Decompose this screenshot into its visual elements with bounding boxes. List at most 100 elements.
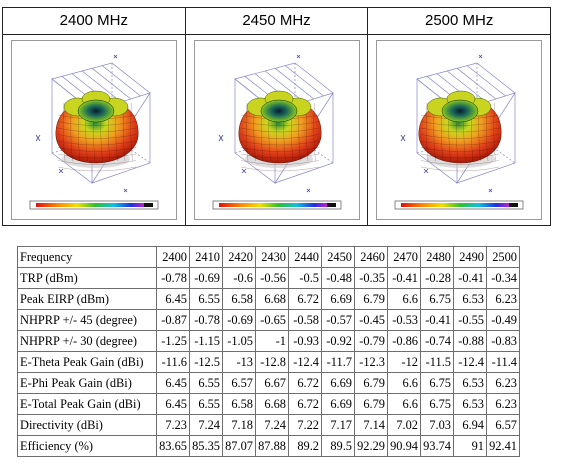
radiation-pattern-panel: 2400 MHz 2450 MHz 2500 MHz bbox=[2, 7, 551, 226]
frequency-header-cell: 2410 bbox=[189, 246, 223, 268]
value-cell: -12.3 bbox=[354, 351, 388, 373]
table-row: Directivity (dBi) 7.23 7.24 7.18 7.24 7.22 7.1… bbox=[17, 414, 520, 436]
value-cell: -0.78 bbox=[156, 267, 190, 289]
value-cell: 6.68 bbox=[255, 288, 289, 310]
frequency-header-cell: 2400 bbox=[156, 246, 190, 268]
value-cell: 89.5 bbox=[321, 435, 355, 457]
value-cell: 6.72 bbox=[288, 288, 322, 310]
value-cell: 87.88 bbox=[255, 435, 289, 457]
value-cell: 6.67 bbox=[255, 372, 289, 394]
value-cell: -12.8 bbox=[255, 351, 289, 373]
pattern-frequency-header: 2500 MHz bbox=[368, 8, 551, 35]
value-cell: 7.02 bbox=[387, 414, 421, 436]
value-cell: 6.69 bbox=[321, 288, 355, 310]
value-cell: -0.69 bbox=[189, 267, 223, 289]
frequency-header-cell: 2500 bbox=[486, 246, 520, 268]
value-cell: 6.72 bbox=[288, 393, 322, 415]
value-cell: -0.48 bbox=[321, 267, 355, 289]
value-cell: 7.22 bbox=[288, 414, 322, 436]
value-cell: 92.41 bbox=[486, 435, 520, 457]
value-cell: 6.53 bbox=[453, 372, 487, 394]
table-row: E-Total Peak Gain (dBi) 6.45 6.55 6.58 6.68 6… bbox=[17, 393, 520, 415]
value-cell: 6.75 bbox=[420, 288, 454, 310]
value-cell: 7.03 bbox=[420, 414, 454, 436]
measurement-table-container: Frequency 2400 2410 2420 2430 2440 2450 2460 247… bbox=[17, 246, 520, 457]
frequency-header-cell: 2490 bbox=[453, 246, 487, 268]
value-cell: 7.17 bbox=[321, 414, 355, 436]
value-cell: -0.35 bbox=[354, 267, 388, 289]
frequency-header-cell: 2470 bbox=[387, 246, 421, 268]
value-cell: 6.58 bbox=[222, 393, 256, 415]
row-label: Directivity (dBi) bbox=[17, 414, 157, 436]
value-cell: 89.2 bbox=[288, 435, 322, 457]
value-cell: -0.57 bbox=[321, 309, 355, 331]
value-cell: 7.24 bbox=[255, 414, 289, 436]
value-cell: -0.34 bbox=[486, 267, 520, 289]
value-cell: 6.69 bbox=[321, 372, 355, 394]
row-label: TRP (dBm) bbox=[17, 267, 157, 289]
value-cell: 6.94 bbox=[453, 414, 487, 436]
value-cell: 6.75 bbox=[420, 393, 454, 415]
row-label: E-Total Peak Gain (dBi) bbox=[17, 393, 157, 415]
row-label: NHPRP +/- 45 (degree) bbox=[17, 309, 157, 331]
row-label: Peak EIRP (dBm) bbox=[17, 288, 157, 310]
value-cell: -0.41 bbox=[453, 267, 487, 289]
radiation-pattern-plot bbox=[376, 40, 543, 220]
value-cell: -0.92 bbox=[321, 330, 355, 352]
table-row: E-Theta Peak Gain (dBi) -11.6 -12.5 -13 -12.… bbox=[17, 351, 520, 373]
value-cell: 6.53 bbox=[453, 288, 487, 310]
value-cell: -0.83 bbox=[486, 330, 520, 352]
frequency-header-cell: 2430 bbox=[255, 246, 289, 268]
value-cell: -0.41 bbox=[387, 267, 421, 289]
table-row: Efficiency (%) 83.65 85.35 87.07 87.88 89.2 89… bbox=[17, 435, 520, 457]
pattern-column-2450: 2450 MHz bbox=[185, 8, 369, 225]
value-cell: -0.5 bbox=[288, 267, 322, 289]
value-cell: -0.65 bbox=[255, 309, 289, 331]
value-cell: -0.86 bbox=[387, 330, 421, 352]
value-cell: 6.23 bbox=[486, 393, 520, 415]
value-cell: -12.4 bbox=[453, 351, 487, 373]
value-cell: 6.58 bbox=[222, 288, 256, 310]
value-cell: -13 bbox=[222, 351, 256, 373]
value-cell: 6.79 bbox=[354, 288, 388, 310]
value-cell: 6.55 bbox=[189, 393, 223, 415]
value-cell: -1.25 bbox=[156, 330, 190, 352]
value-cell: 6.55 bbox=[189, 372, 223, 394]
value-cell: -0.79 bbox=[354, 330, 388, 352]
value-cell: -0.88 bbox=[453, 330, 487, 352]
pattern-frequency-header: 2450 MHz bbox=[185, 8, 368, 35]
radiation-pattern-plot bbox=[193, 40, 360, 220]
value-cell: 6.45 bbox=[156, 372, 190, 394]
value-cell: -1.05 bbox=[222, 330, 256, 352]
value-cell: -11.6 bbox=[156, 351, 190, 373]
value-cell: 83.65 bbox=[156, 435, 190, 457]
value-cell: -0.58 bbox=[288, 309, 322, 331]
value-cell: 7.18 bbox=[222, 414, 256, 436]
value-cell: 6.45 bbox=[156, 393, 190, 415]
value-cell: 93.74 bbox=[420, 435, 454, 457]
value-cell: 7.24 bbox=[189, 414, 223, 436]
table-row: Peak EIRP (dBm) 6.45 6.55 6.58 6.68 6.72 6.69 6… bbox=[17, 288, 520, 310]
value-cell: -11.4 bbox=[486, 351, 520, 373]
row-label: E-Theta Peak Gain (dBi) bbox=[17, 351, 157, 373]
row-label: E-Phi Peak Gain (dBi) bbox=[17, 372, 157, 394]
value-cell: 91 bbox=[453, 435, 487, 457]
radiation-pattern-plot bbox=[10, 40, 177, 220]
value-cell: 6.79 bbox=[354, 372, 388, 394]
value-cell: -0.87 bbox=[156, 309, 190, 331]
value-cell: 6.57 bbox=[222, 372, 256, 394]
value-cell: 6.57 bbox=[486, 414, 520, 436]
value-cell: 6.69 bbox=[321, 393, 355, 415]
row-label: Frequency bbox=[17, 246, 157, 268]
value-cell: 6.23 bbox=[486, 372, 520, 394]
pattern-illustration bbox=[29, 54, 159, 210]
frequency-header-cell: 2480 bbox=[420, 246, 454, 268]
value-cell: -0.28 bbox=[420, 267, 454, 289]
value-cell: -0.93 bbox=[288, 330, 322, 352]
value-cell: -11.5 bbox=[420, 351, 454, 373]
value-cell: 6.53 bbox=[453, 393, 487, 415]
pattern-frequency-header: 2400 MHz bbox=[3, 8, 185, 35]
pattern-illustration bbox=[212, 54, 341, 210]
value-cell: 6.45 bbox=[156, 288, 190, 310]
value-cell: 7.14 bbox=[354, 414, 388, 436]
